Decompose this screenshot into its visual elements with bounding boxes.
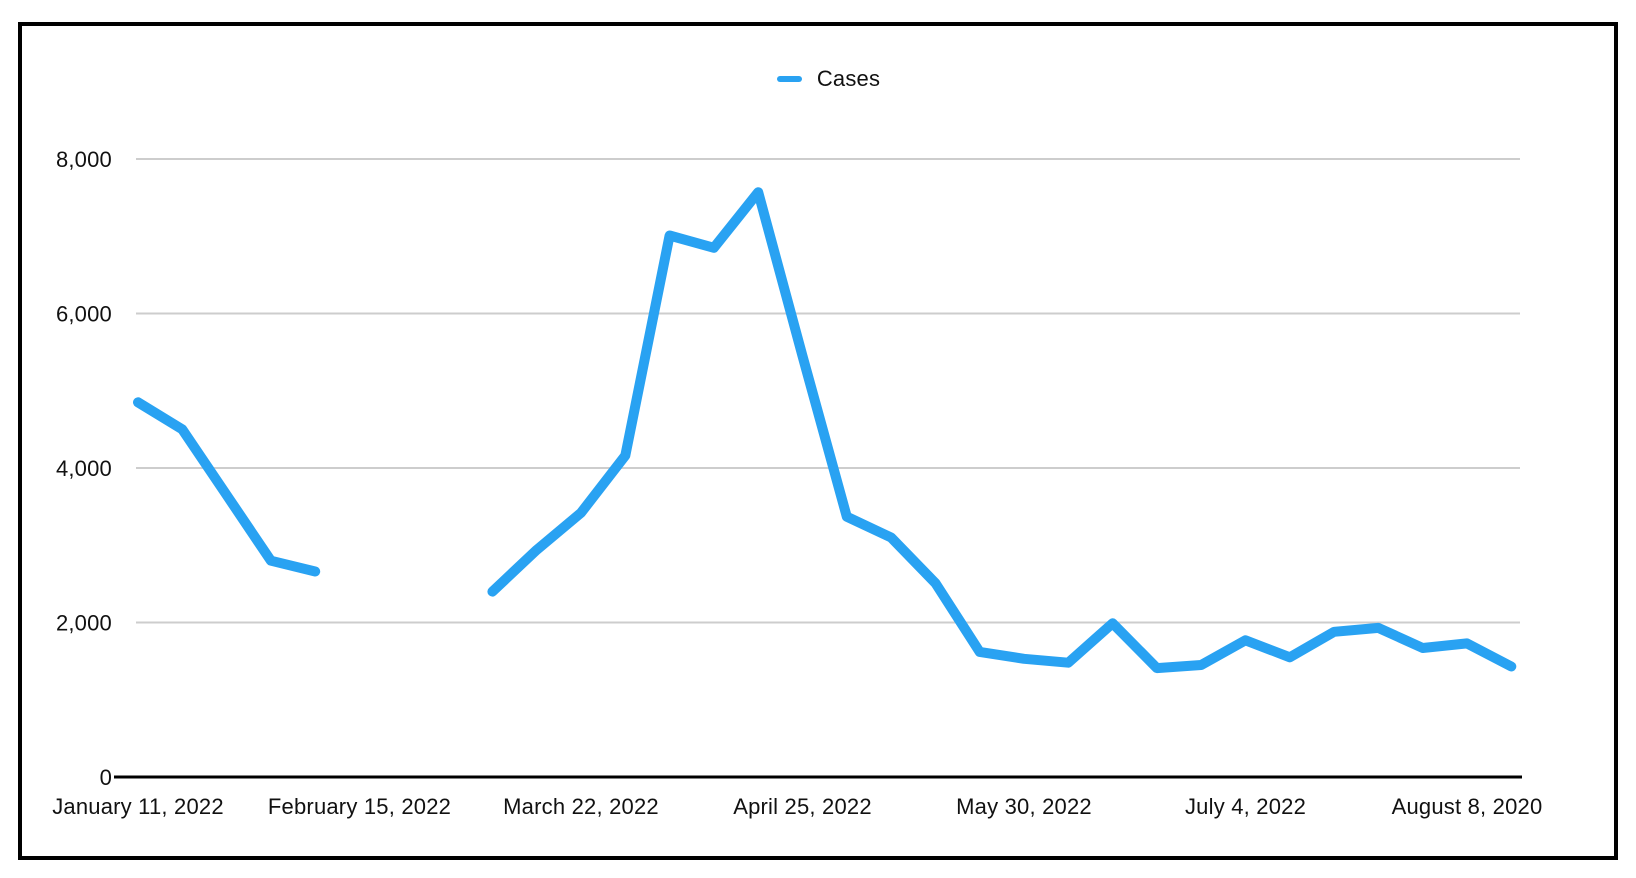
y-tick-label: 6,000 <box>56 302 112 327</box>
legend: Cases <box>137 66 1520 92</box>
x-tick-label: August 8, 2020 <box>1392 794 1543 819</box>
y-tick-label: 8,000 <box>56 147 112 172</box>
legend-line-swatch <box>776 76 802 82</box>
x-tick-label: May 30, 2022 <box>956 794 1092 819</box>
x-tick-label: July 4, 2022 <box>1185 794 1306 819</box>
x-tick-label: February 15, 2022 <box>268 794 451 819</box>
y-tick-label: 4,000 <box>56 456 112 481</box>
chart-frame[interactable] <box>18 22 1618 860</box>
series-line-segment <box>487 187 1517 674</box>
series-line-segment <box>133 397 321 577</box>
y-tick-label: 0 <box>100 765 112 790</box>
x-tick-label: March 22, 2022 <box>503 794 659 819</box>
legend-label: Cases <box>816 66 881 91</box>
y-tick-label: 2,000 <box>56 611 112 636</box>
x-tick-label: January 11, 2022 <box>52 794 224 819</box>
x-tick-label: April 25, 2022 <box>733 794 872 819</box>
